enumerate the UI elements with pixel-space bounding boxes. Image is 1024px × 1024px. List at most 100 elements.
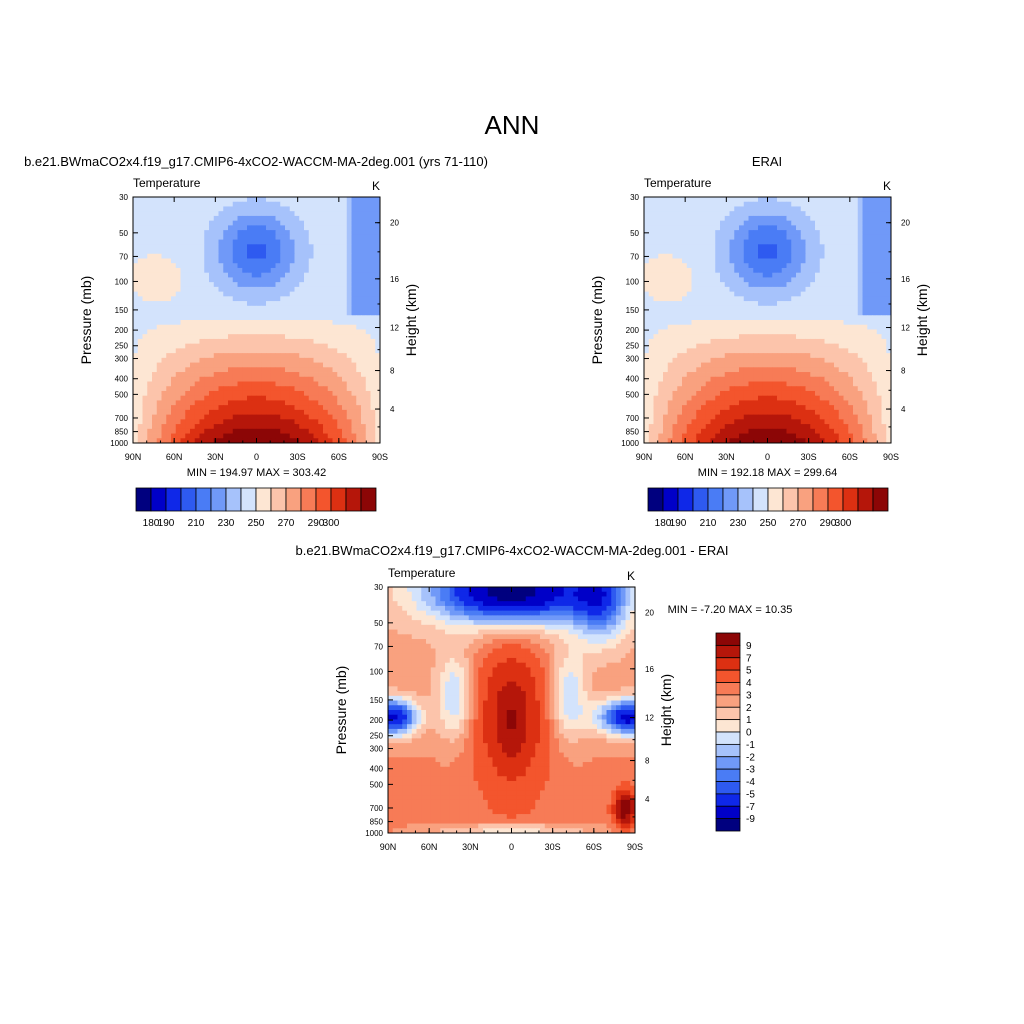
heatmap-cell (308, 395, 314, 401)
heatmap-cell (672, 239, 678, 245)
heatmap-cell (648, 234, 654, 240)
heatmap-cell (161, 315, 167, 321)
heatmap-cell (667, 329, 673, 335)
heatmap-cell (805, 372, 811, 378)
heatmap-cell (346, 230, 352, 236)
heatmap-cell (743, 244, 749, 250)
heatmap-cell (232, 220, 238, 226)
heatmap-cell (819, 258, 825, 264)
y-tick-label: 50 (119, 229, 128, 238)
heatmap-cell (171, 428, 177, 434)
heatmap-cell (805, 201, 811, 207)
heatmap-cell (862, 381, 868, 387)
heatmap-cell (663, 348, 669, 354)
heatmap-cell (218, 338, 224, 345)
heatmap-cell (289, 400, 295, 406)
heatmap-cell (228, 286, 234, 293)
heatmap-cell (156, 329, 162, 335)
heatmap-cell (705, 301, 711, 307)
heatmap-cell (285, 310, 291, 316)
heatmap-cell (800, 367, 806, 373)
heatmap-cell (375, 197, 381, 203)
heatmap-cell (720, 353, 726, 359)
heatmap-cell (346, 353, 352, 359)
heatmap-cell (137, 272, 143, 278)
heatmap-cell (829, 362, 835, 368)
heatmap-cell (370, 258, 376, 264)
heatmap-cell (304, 424, 310, 430)
heatmap-cell (720, 343, 726, 349)
heatmap-cell (218, 353, 224, 359)
heatmap-cell (332, 353, 338, 359)
heatmap-cell (199, 320, 205, 326)
heatmap-cell (843, 272, 849, 278)
heatmap-cell (648, 244, 654, 250)
heatmap-cell (190, 215, 196, 222)
heatmap-cell (834, 362, 840, 368)
heatmap-cell (691, 291, 697, 297)
heatmap-cell (677, 201, 683, 207)
heatmap-cell (686, 286, 692, 293)
heatmap-cell (185, 315, 191, 321)
heatmap-cell (247, 400, 253, 406)
heatmap-cell (834, 267, 840, 274)
heatmap-cell (876, 310, 882, 316)
heatmap-cell (166, 267, 172, 274)
heatmap-cell (786, 390, 792, 397)
heatmap-cell (800, 215, 806, 222)
heatmap-cell (648, 386, 654, 392)
heatmap-cell (843, 211, 849, 217)
heatmap-cell (724, 362, 730, 368)
heatmap-cell (218, 376, 224, 382)
heatmap-cell (166, 315, 172, 321)
heatmap-cell (342, 249, 348, 255)
heatmap-cell (781, 197, 787, 203)
heatmap-cell (242, 282, 248, 288)
heatmap-cell (361, 320, 367, 326)
heatmap-cell (313, 424, 319, 430)
heatmap-cell (772, 296, 778, 302)
heatmap-cell (270, 234, 276, 240)
heatmap-cell (777, 372, 783, 378)
heatmap-cell (171, 324, 177, 330)
heatmap-cell (365, 225, 371, 231)
heatmap-cell (715, 239, 721, 245)
heatmap-cell (228, 282, 234, 288)
heatmap-cell (682, 286, 688, 293)
heatmap-cell (672, 286, 678, 293)
heatmap-cell (218, 428, 224, 434)
heatmap-cell (285, 291, 291, 297)
heatmap-cell (199, 395, 205, 401)
heatmap-cell (786, 258, 792, 264)
heatmap-cell (781, 201, 787, 207)
heatmap-cell (658, 362, 664, 368)
heatmap-cell (724, 334, 730, 340)
heatmap-cell (701, 390, 707, 397)
heatmap-cell (332, 201, 338, 207)
heatmap-cell (304, 381, 310, 387)
heatmap-cell (739, 367, 745, 373)
heatmap-cell (810, 315, 816, 321)
heatmap-cell (815, 267, 821, 274)
heatmap-cell (289, 376, 295, 382)
heatmap-cell (133, 296, 139, 302)
heatmap-cell (667, 376, 673, 382)
heatmap-cell (834, 258, 840, 264)
heatmap-cell (365, 310, 371, 316)
heatmap-cell (644, 367, 650, 373)
heatmap-cell (644, 286, 650, 293)
heatmap-cell (275, 386, 281, 392)
heatmap-cell (275, 225, 281, 231)
heatmap-cell (261, 419, 267, 425)
heatmap-cell (686, 215, 692, 222)
heatmap-cell (356, 338, 362, 345)
heatmap-cell (232, 277, 238, 283)
heatmap-cell (232, 400, 238, 406)
heatmap-cell (644, 390, 650, 397)
heatmap-cell (375, 286, 381, 293)
heatmap-cell (857, 334, 863, 340)
heatmap-cell (218, 230, 224, 236)
heatmap-cell (356, 395, 362, 401)
heatmap-cell (658, 376, 664, 382)
heatmap-cell (289, 230, 295, 236)
